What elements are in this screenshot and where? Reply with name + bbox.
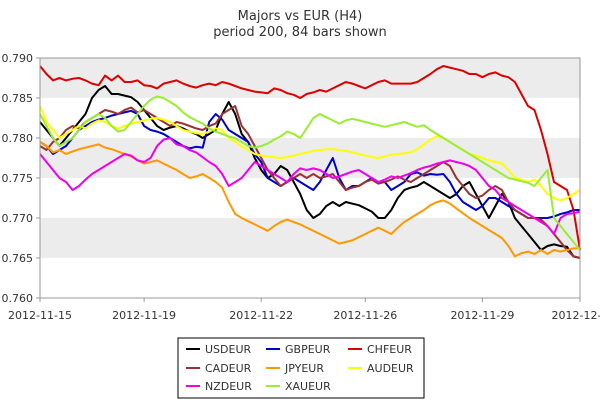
series-lines xyxy=(39,65,581,259)
legend-label-xaueur: XAUEUR xyxy=(285,380,331,393)
x-tick-label: 2012-11-22 xyxy=(229,309,293,322)
series-line-xaueur xyxy=(39,95,581,251)
legend-label-cadeur: CADEUR xyxy=(205,362,252,375)
grid-band xyxy=(40,58,580,98)
y-tick-label: 0.790 xyxy=(2,52,34,65)
y-tick-label: 0.770 xyxy=(2,212,34,225)
x-tick-label: 2012-11-19 xyxy=(112,309,176,322)
grid-band xyxy=(40,258,580,298)
series-line-nzdeur xyxy=(39,137,581,235)
x-tick-label: 2012-11-15 xyxy=(8,309,72,322)
series-line-chfeur xyxy=(39,65,581,251)
y-tick-label: 0.780 xyxy=(2,132,34,145)
legend: USDEUR GBPEUR CHFEUR CADEUR JPYEUR AUDEUR NZDE… xyxy=(177,337,425,399)
y-tick-label: 0.775 xyxy=(2,172,34,185)
chart-title: Majors vs EUR (H4) xyxy=(238,9,363,24)
series-line-cadeur xyxy=(39,105,581,259)
legend-label-jpyeur: JPYEUR xyxy=(284,362,324,375)
legend-box xyxy=(177,337,425,399)
grid-band xyxy=(40,218,580,258)
y-tick-label: 0.765 xyxy=(2,252,34,265)
y-tick-label: 0.785 xyxy=(2,92,34,105)
grid-band xyxy=(40,138,580,178)
legend-label-usdeur: USDEUR xyxy=(205,343,252,356)
legend-label-chfeur: CHFEUR xyxy=(367,343,412,356)
series-line-gbpeur xyxy=(39,109,580,219)
legend-label-audeur: AUDEUR xyxy=(367,362,414,375)
x-tick-label: 2012-11-26 xyxy=(333,309,397,322)
grid-bands xyxy=(40,58,580,298)
legend-label-gbpeur: GBPEUR xyxy=(285,343,331,356)
series-line-usdeur xyxy=(39,85,581,259)
axes: 0.760 0.765 0.770 0.775 0.780 0.785 0.790 2012-… xyxy=(2,52,600,322)
grid-band xyxy=(40,98,580,138)
x-tick-label: 2012-12-3 xyxy=(552,309,600,322)
y-tick-label: 0.760 xyxy=(2,292,34,305)
chart-subtitle: period 200, 84 bars shown xyxy=(213,25,387,40)
legend-label-nzdeur: NZDEUR xyxy=(205,380,252,393)
x-tick-label: 2012-11-29 xyxy=(450,309,514,322)
